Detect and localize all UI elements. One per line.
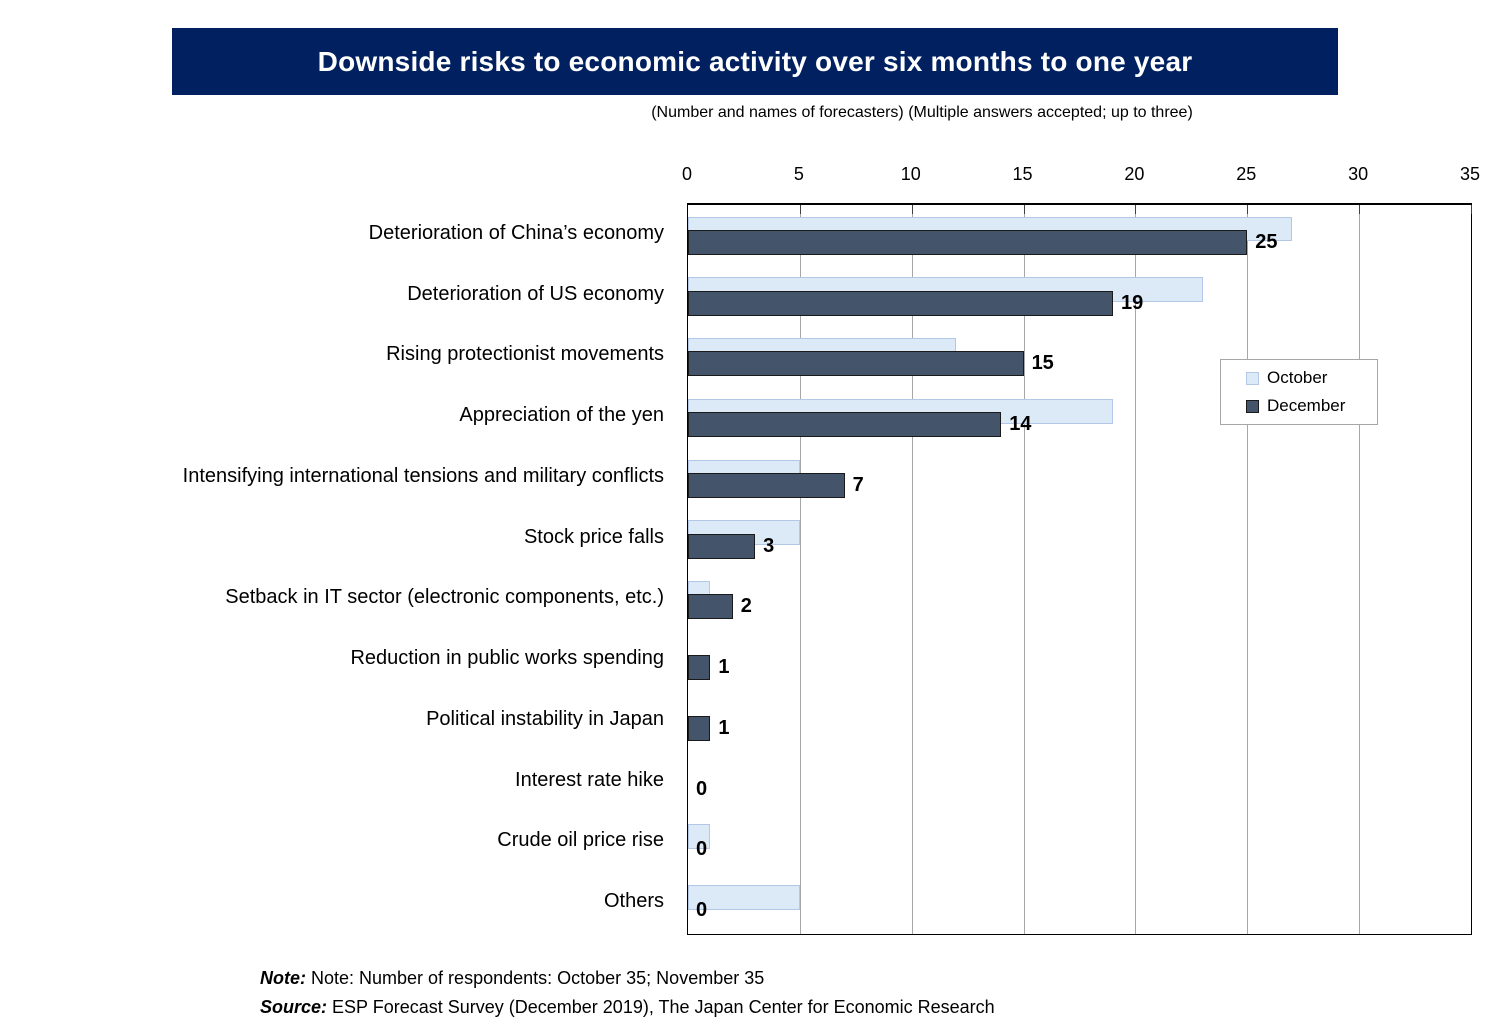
category-label: Crude oil price rise [497,829,664,852]
chart-title: Downside risks to economic activity over… [317,45,1193,77]
category-label: Reduction in public works spending [350,647,664,670]
december-value-label: 15 [1031,352,1054,375]
december-bar [688,412,1002,438]
december-bar [688,472,845,498]
x-axis: 0 5 10 15 20 25 30 35 [682,164,1480,190]
category-label: Rising protectionist movements [386,343,664,366]
axis-tickmark [1247,205,1249,214]
category-label: Political instability in Japan [426,707,664,730]
category-label: Stock price falls [523,525,664,548]
december-value-label: 25 [1255,230,1278,253]
legend-entry-october: October [1246,368,1377,388]
category-labels: Deterioration of China’s economy Deterior… [0,203,664,932]
category-label: Intensifying international tensions and … [182,464,664,487]
gridline [1247,205,1249,934]
bar-row: 3 [688,509,1471,570]
source-text: ESP Forecast Survey (December 2019), The… [327,997,995,1017]
bar-row: 7 [688,448,1471,509]
category-label: Interest rate hike [515,768,664,791]
gridline [911,205,913,934]
december-bar [688,655,711,681]
x-tick-label: 35 [1459,164,1481,184]
x-tick-label: 0 [681,164,693,184]
december-bar [688,594,733,620]
note-text: Note: Number of respondents: October 35;… [306,968,765,988]
axis-tickmark [1135,205,1137,214]
legend-label-december: December [1267,396,1346,415]
bar-row: 0 [688,873,1471,934]
bar-row: 1 [688,630,1471,691]
october-bar [688,824,711,849]
legend-entry-december: December [1246,396,1377,416]
source-line: Source: ESP Forecast Survey (December 20… [260,997,995,1018]
december-value-label: 1 [718,716,730,739]
bar-row: 0 [688,752,1471,813]
axis-tickmark [1359,205,1361,214]
x-tick-label: 25 [1236,164,1257,184]
december-bar [688,229,1248,255]
category-label: Setback in IT sector (electronic compone… [225,586,664,609]
bar-row: 14 [688,387,1471,448]
x-tick-label: 15 [1012,164,1033,184]
gridline [799,205,801,934]
title-banner: Downside risks to economic activity over… [172,28,1338,95]
x-tick-label: 5 [793,164,804,184]
december-value-label: 0 [696,899,708,922]
bar-row: 15 [688,327,1471,388]
legend-label-october: October [1267,368,1328,387]
gridline [1135,205,1137,934]
december-bar [688,290,1114,316]
gridline [1359,205,1361,934]
plot-area: 25 19 15 14 7 3 2 1 1 0 0 0 October December [687,203,1472,935]
december-value-label: 14 [1009,413,1032,436]
legend: October December [1220,359,1378,425]
axis-tickmark [1023,205,1025,214]
december-value-label: 0 [696,777,708,800]
december-value-label: 3 [763,534,775,557]
december-value-label: 0 [696,838,708,861]
december-bar [688,715,711,741]
bar-row: 2 [688,570,1471,631]
axis-tickmark [799,205,801,214]
category-label: Deterioration of US economy [407,282,664,305]
category-label: Deterioration of China’s economy [368,221,664,244]
source-label: Source: [260,997,328,1017]
x-tick-label: 30 [1348,164,1369,184]
note-label: Note: [260,968,306,988]
axis-tickmark [1471,205,1472,214]
category-label: Others [603,890,664,913]
bar-row: 0 [688,813,1471,874]
december-value-label: 19 [1121,291,1144,314]
gridline [1023,205,1025,934]
bar-row: 19 [688,266,1471,327]
december-value-label: 7 [852,473,864,496]
december-value-label: 1 [718,656,730,679]
december-bar [688,533,756,559]
october-swatch-icon [1246,371,1259,385]
category-label: Appreciation of the yen [459,404,664,427]
october-bar [688,884,800,910]
bar-row: 1 [688,691,1471,752]
december-swatch-icon [1246,399,1259,413]
december-bar [688,351,1024,377]
note-line: Note: Note: Number of respondents: Octob… [260,968,764,989]
x-tick-label: 10 [900,164,921,184]
december-value-label: 2 [740,595,752,618]
x-tick-label: 20 [1124,164,1145,184]
bar-row: 25 [688,205,1471,266]
chart-subtitle: (Number and names of forecasters) (Multi… [651,104,1193,121]
bar-rows: 25 19 15 14 7 3 2 1 1 0 0 0 [688,205,1471,934]
axis-tickmark [911,205,913,214]
